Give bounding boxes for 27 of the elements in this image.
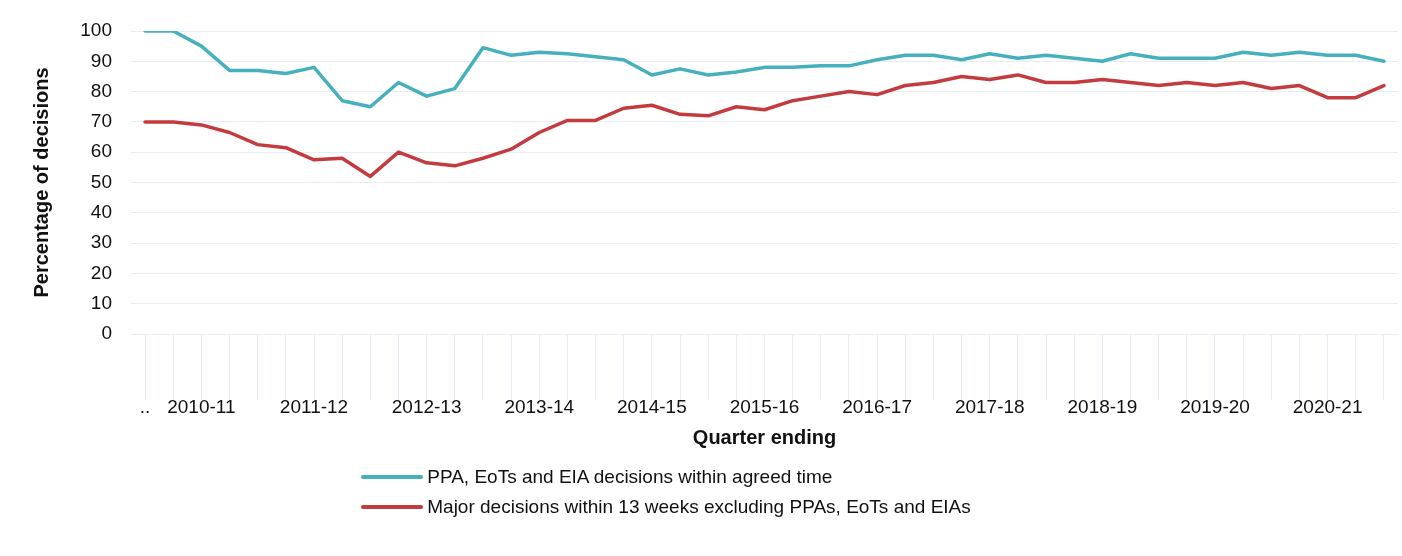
y-tick-label: 50 bbox=[90, 170, 112, 192]
y-tick-label: 80 bbox=[90, 79, 112, 101]
x-tick-label: 2011-12 bbox=[279, 395, 349, 417]
x-tick-label: 2020-21 bbox=[1292, 395, 1363, 417]
y-tick-label: 90 bbox=[90, 49, 112, 71]
y-tick-label: 20 bbox=[90, 261, 112, 283]
x-tick-label: 2013-14 bbox=[504, 395, 575, 417]
x-tick-label: .. bbox=[139, 395, 151, 417]
y-tick-label: 0 bbox=[101, 322, 112, 344]
y-tick-label: 70 bbox=[90, 110, 112, 132]
y-axis-title: Percentage of decisions bbox=[29, 67, 52, 298]
x-tick-label: 2010-11 bbox=[167, 395, 236, 417]
y-tick-label: 60 bbox=[90, 140, 112, 162]
x-tick-label: 2018-19 bbox=[1067, 395, 1138, 417]
y-tick-label: 10 bbox=[90, 291, 112, 313]
x-tick-label: 2014-15 bbox=[617, 395, 687, 417]
y-tick-label: 40 bbox=[90, 201, 112, 223]
x-tick-label: 2015-16 bbox=[729, 395, 800, 417]
x-axis-title: Quarter ending bbox=[692, 425, 837, 448]
legend-label: Major decisions within 13 weeks excluding PPAs, EoTs and EIAs bbox=[427, 496, 971, 518]
x-tick-label: 2019-20 bbox=[1180, 395, 1250, 417]
y-tick-label: 30 bbox=[90, 231, 112, 253]
legend-label: PPA, EoTs and EIA decisions within agreed time bbox=[427, 466, 833, 488]
y-tick-label: 100 bbox=[80, 19, 112, 41]
x-tick-label: 2017-18 bbox=[954, 395, 1025, 417]
x-tick-label: 2016-17 bbox=[842, 395, 912, 417]
x-tick-label: 2012-13 bbox=[391, 395, 462, 417]
